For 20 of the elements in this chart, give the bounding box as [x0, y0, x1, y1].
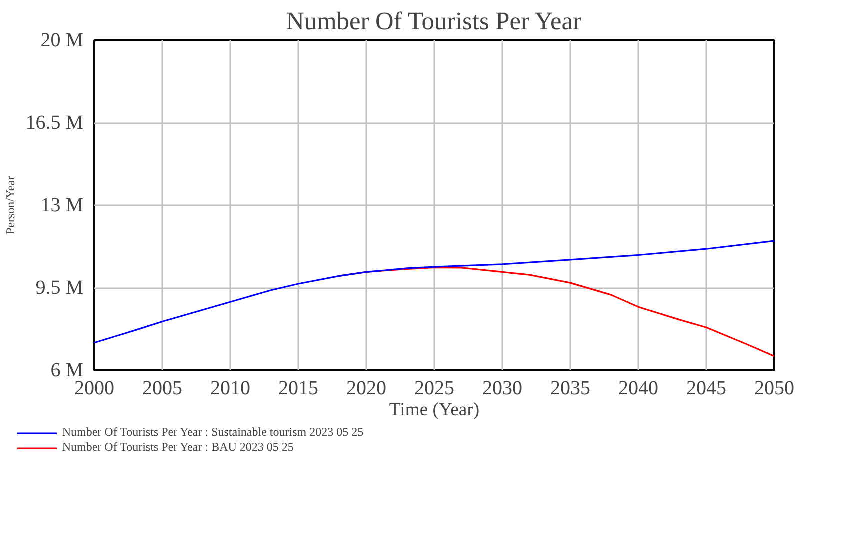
- x-tick-label: 2030: [482, 378, 522, 400]
- chart-title: Number Of Tourists Per Year: [286, 8, 582, 36]
- x-tick-label: 2005: [142, 378, 182, 400]
- x-tick-label: 2010: [210, 378, 250, 400]
- legend-label: Number Of Tourists Per Year : BAU 2023 05 25: [62, 440, 294, 455]
- x-tick-label: 2015: [278, 378, 318, 400]
- x-tick-label: 2025: [414, 378, 454, 400]
- y-tick-label: 20 M: [40, 30, 84, 52]
- x-tick-label: 2050: [754, 378, 794, 400]
- x-tick-label: 2040: [618, 378, 658, 400]
- x-tick-label: 2035: [550, 378, 590, 400]
- x-axis-title: Time (Year): [389, 400, 480, 420]
- y-axis-title: Person/Year: [4, 176, 18, 235]
- x-tick-label: 2020: [346, 378, 386, 400]
- x-tick-label: 2045: [686, 378, 726, 400]
- legend-label: Number Of Tourists Per Year : Sustainable tourism 2023 05 25: [62, 425, 364, 440]
- line-series: [94, 240, 774, 344]
- y-tick-label: 9.5 M: [36, 277, 84, 299]
- y-tick-label: 13 M: [40, 194, 84, 216]
- y-tick-label: 16.5 M: [26, 112, 84, 134]
